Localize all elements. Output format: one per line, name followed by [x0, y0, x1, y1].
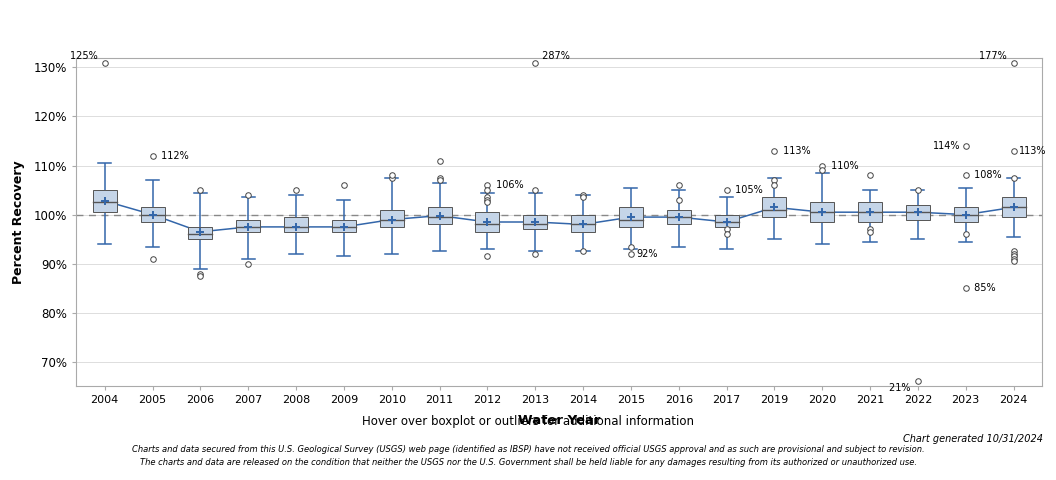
Text: 114%: 114% [932, 141, 960, 151]
Text: 85%: 85% [972, 283, 996, 293]
Text: 21%: 21% [889, 384, 913, 393]
Bar [666, 210, 691, 225]
Text: Charts and data secured from this U.S. Geological Survey (USGS) web page (identi: Charts and data secured from this U.S. G… [132, 445, 924, 455]
Text: Chart generated 10/31/2024: Chart generated 10/31/2024 [903, 434, 1043, 444]
Bar [188, 227, 212, 239]
Bar [1001, 197, 1025, 217]
Bar [428, 207, 452, 225]
Y-axis label: Percent Recovery: Percent Recovery [13, 160, 25, 284]
Text: 125%: 125% [70, 51, 100, 60]
Text: 112%: 112% [158, 151, 189, 161]
Bar [571, 215, 595, 232]
Text: 177%: 177% [979, 51, 1010, 60]
Bar [906, 205, 930, 219]
Bar [237, 219, 260, 232]
Text: 110%: 110% [828, 161, 859, 170]
Bar [524, 215, 547, 229]
Bar [762, 197, 787, 217]
Text: 287%: 287% [540, 51, 570, 60]
Bar [380, 210, 403, 227]
Text: Hover over boxplot or outliers for additional information: Hover over boxplot or outliers for addit… [362, 415, 694, 428]
Bar [284, 217, 308, 232]
Text: 113%: 113% [780, 146, 811, 156]
Bar [810, 203, 834, 222]
Text: 106%: 106% [493, 180, 524, 190]
Bar [954, 207, 978, 222]
Text: 105%: 105% [732, 185, 762, 195]
Bar [140, 207, 165, 222]
Bar [475, 212, 499, 232]
Text: The charts and data are released on the condition that neither the USGS nor the : The charts and data are released on the … [139, 458, 917, 468]
Bar [332, 219, 356, 232]
Bar [715, 215, 738, 227]
Text: 113%: 113% [1019, 146, 1046, 156]
Bar [859, 203, 882, 222]
Bar [619, 207, 643, 227]
Bar [93, 190, 117, 212]
Text: 108%: 108% [972, 170, 1002, 180]
Text: 92%: 92% [637, 249, 658, 259]
X-axis label: Water Year: Water Year [517, 414, 601, 427]
